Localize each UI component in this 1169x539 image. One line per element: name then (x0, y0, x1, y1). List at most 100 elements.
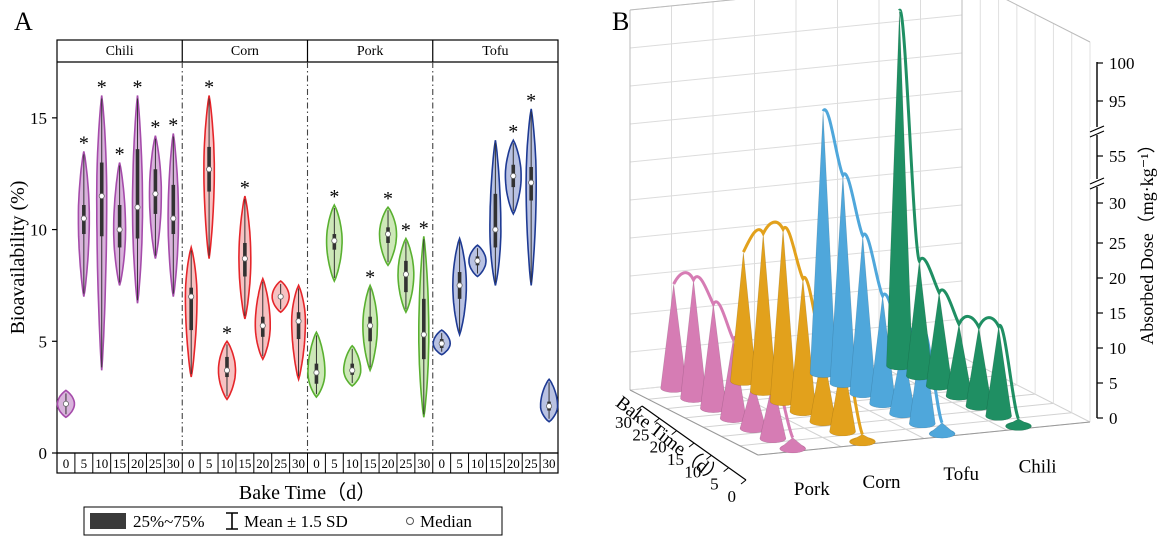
time-tick (723, 467, 729, 473)
median-dot (331, 237, 338, 244)
time-tick-label: 0 (728, 487, 737, 506)
significance-star: * (168, 114, 178, 136)
axis-break-mark (1089, 182, 1105, 190)
cone-corn-5 (829, 356, 856, 437)
time-tick-label: 5 (710, 475, 719, 494)
xtick-label: 0 (188, 456, 195, 471)
z-tick-label: 5 (1109, 374, 1118, 393)
cone-chili-0 (1005, 418, 1032, 431)
significance-star: * (97, 77, 107, 99)
cone-chili-15 (945, 324, 973, 401)
xtick-label: 15 (238, 456, 251, 471)
group-title-pork: Pork (357, 44, 383, 59)
xtick-label: 10 (220, 456, 233, 471)
xtick-label: 30 (167, 456, 180, 471)
median-dot (492, 226, 499, 233)
axis-break-mark (1089, 125, 1105, 133)
median-dot (98, 193, 105, 200)
xtick-label: 5 (456, 456, 463, 471)
significance-star: * (329, 186, 339, 208)
z-tick-label: 95 (1109, 92, 1126, 111)
cone-tofu-30 (809, 111, 837, 378)
xtick-label: 25 (525, 456, 538, 471)
xtick-label: 15 (113, 456, 126, 471)
significance-star: * (240, 177, 250, 199)
xtick-label: 20 (131, 456, 144, 471)
median-dot (259, 322, 266, 329)
axis-break-gap (1090, 127, 1104, 135)
xtick-label: 10 (346, 456, 359, 471)
z-tick-label: 30 (1109, 194, 1126, 213)
time-tick-label: 25 (632, 425, 649, 444)
time-tick (636, 405, 643, 411)
xtick-label: 10 (471, 456, 484, 471)
z-tick-label: 0 (1109, 409, 1118, 428)
xtick-label: 25 (399, 456, 412, 471)
panel-a-label: A (14, 7, 33, 36)
legend-median-label: Median (420, 512, 472, 531)
group-title-chili: Chili (106, 44, 134, 59)
xtick-label: 20 (507, 456, 520, 471)
time-tick (671, 430, 677, 436)
z-tick-label: 10 (1109, 339, 1126, 358)
xtick-label: 0 (438, 456, 445, 471)
xtick-label: 0 (313, 456, 320, 471)
xtick-label: 30 (417, 456, 430, 471)
significance-star: * (508, 121, 518, 143)
significance-star: * (133, 77, 143, 99)
cone-chili-20 (925, 292, 953, 391)
z-axis-label: Absorbed Dose（mg·kg⁻¹） (1137, 135, 1157, 344)
x-axis-label: Bake Time（d） (239, 481, 376, 504)
median-dot (223, 367, 230, 374)
xtick-label: 10 (95, 456, 108, 471)
median-dot (438, 340, 445, 347)
median-dot (277, 293, 284, 300)
median-dot (188, 293, 195, 300)
xtick-label: 15 (364, 456, 377, 471)
cone-chili-30 (886, 10, 913, 371)
series-label-corn: Corn (863, 472, 902, 493)
median-dot (170, 215, 177, 222)
xtick-label: 25 (274, 456, 287, 471)
xtick-label: 20 (256, 456, 269, 471)
significance-star: * (365, 266, 375, 288)
series-curve-chili (897, 9, 1020, 420)
significance-star: * (401, 220, 411, 242)
median-dot (510, 172, 517, 179)
significance-star: * (419, 217, 429, 239)
significance-star: * (150, 117, 160, 139)
xtick-label: 0 (63, 456, 70, 471)
series-chili (886, 9, 1032, 431)
median-dot (241, 255, 248, 262)
median-dot (116, 226, 123, 233)
cone-chili-5 (985, 326, 1012, 421)
group-title-corn: Corn (231, 44, 259, 59)
z-tick-label: 25 (1109, 234, 1126, 253)
group-title-tofu: Tofu (482, 44, 508, 59)
cone-tofu-0 (928, 422, 956, 439)
xtick-label: 30 (292, 456, 305, 471)
time-tick-label: 15 (667, 450, 684, 469)
median-dot (152, 190, 159, 197)
median-dot (62, 400, 69, 407)
axis-break-mark (1089, 130, 1105, 138)
xtick-label: 25 (149, 456, 162, 471)
time-tick-label: 20 (650, 438, 667, 457)
median-dot (134, 204, 141, 211)
xtick-label: 5 (81, 456, 88, 471)
significance-star: * (115, 144, 125, 166)
median-dot (420, 331, 427, 338)
cone-tofu-25 (829, 175, 857, 389)
median-dot (385, 231, 392, 238)
ytick-label: 15 (30, 109, 47, 128)
cone-pork-25 (680, 279, 707, 403)
ytick-label: 0 (39, 444, 48, 463)
median-dot (295, 318, 302, 325)
legend-iqr-label: 25%~75% (133, 512, 205, 531)
z-tick-label: 100 (1109, 54, 1135, 73)
time-tick-label: 10 (684, 462, 701, 481)
legend: 25%~75% Mean ± 1.5 SD Median (83, 506, 503, 536)
y-axis-label: Bioavailability (%) (7, 181, 29, 335)
median-dot (546, 403, 553, 410)
